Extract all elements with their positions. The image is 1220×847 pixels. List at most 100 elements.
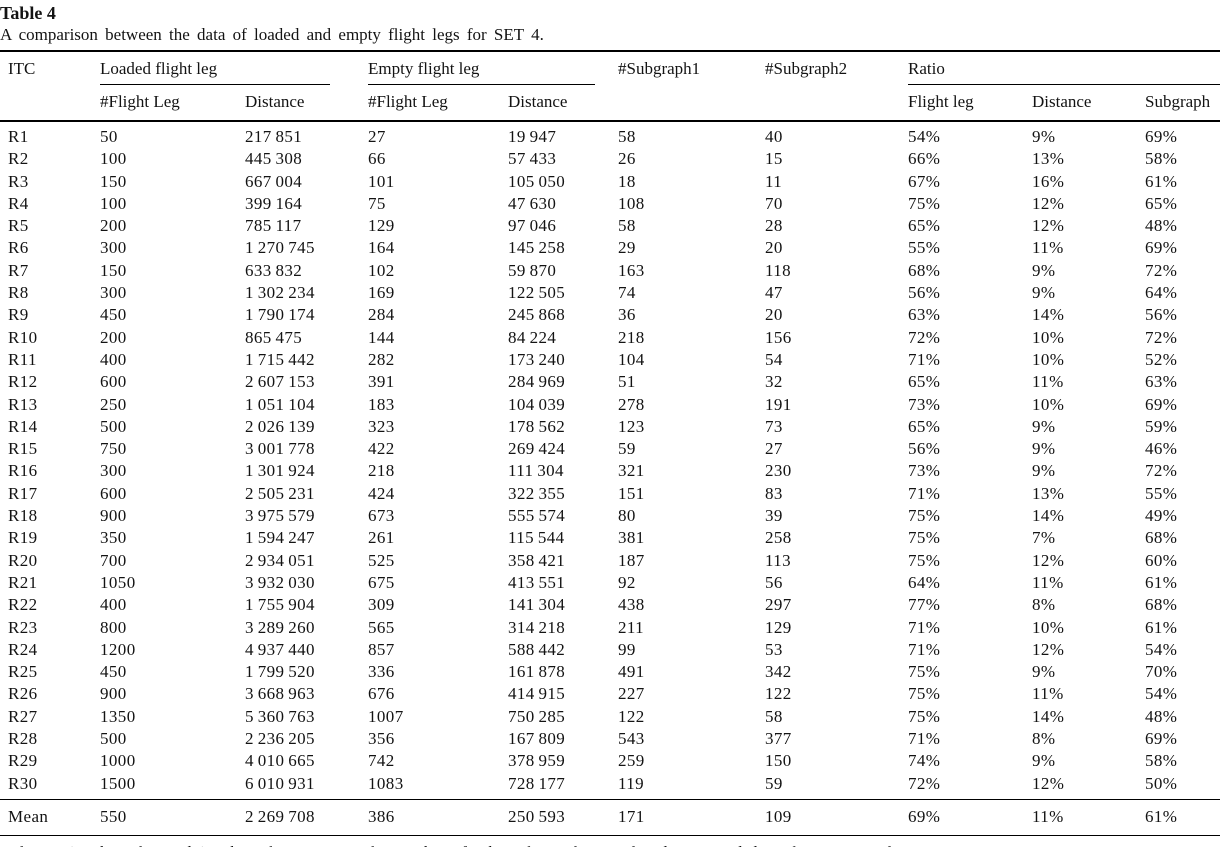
cell-subgraph2: 54 — [765, 349, 783, 369]
cell-ratio-subgraph: 54% — [1145, 684, 1178, 704]
table-row: R30 1500 6 010 931 1083 728 177 119 59 7… — [0, 773, 1220, 800]
cell-subgraph2: 150 — [765, 751, 792, 771]
cell-ratio-flight-leg: 63% — [908, 305, 941, 325]
table-row: R23 800 3 289 260 565 314 218 211 129 71… — [0, 617, 1220, 639]
col-group-ratio: Ratio — [900, 51, 1220, 85]
cell-subgraph1: 438 — [618, 595, 645, 615]
cell-loaded-distance: 2 236 205 — [245, 729, 315, 749]
cell-ratio-distance: 9% — [1032, 416, 1056, 436]
cell-empty-distance: 728 177 — [508, 773, 566, 793]
col-header-empty-distance: Distance — [508, 92, 568, 111]
table-row: R8 300 1 302 234 169 122 505 74 47 56% 9… — [0, 282, 1220, 304]
cell-loaded-distance: 865 475 — [245, 327, 303, 347]
row-label: R13 — [8, 394, 38, 414]
row-label: R2 — [8, 149, 29, 169]
cell-empty-distance: 555 574 — [508, 506, 566, 526]
cell-loaded-distance: 1 270 745 — [245, 238, 315, 258]
cell-ratio-flight-leg: 73% — [908, 461, 941, 481]
cell-subgraph1: 29 — [618, 238, 636, 258]
cell-empty-flight-leg: 144 — [368, 327, 395, 347]
cell-ratio-subgraph: 54% — [1145, 639, 1178, 659]
cell-loaded-flight-leg: 500 — [100, 416, 127, 436]
cell-subgraph2: 70 — [765, 193, 783, 213]
cell-ratio-distance: 8% — [1032, 729, 1056, 749]
cell-loaded-flight-leg: 150 — [100, 260, 127, 280]
cell-empty-distance: 104 039 — [508, 394, 566, 414]
cell-ratio-distance: 10% — [1032, 327, 1065, 347]
cell-loaded-distance: 785 117 — [245, 216, 302, 236]
row-label: R20 — [8, 550, 38, 570]
row-label: R21 — [8, 572, 38, 592]
cell-empty-flight-leg: 742 — [368, 751, 395, 771]
cell-loaded-distance: 5 360 763 — [245, 706, 315, 726]
col-group-ratio-label: Ratio — [908, 59, 1220, 85]
cell-empty-flight-leg: 102 — [368, 260, 395, 280]
cell-subgraph1: 227 — [618, 684, 645, 704]
cell-empty-distance: 378 959 — [508, 751, 566, 771]
cell-empty-flight-leg: 422 — [368, 439, 395, 459]
sub-header-row: #Flight Leg Distance #Flight Leg Distanc… — [0, 85, 1220, 121]
cell-ratio-distance: 12% — [1032, 216, 1065, 236]
cell-empty-distance: 173 240 — [508, 349, 566, 369]
cell-ratio-distance: 14% — [1032, 305, 1065, 325]
col-header-loaded-distance: Distance — [245, 92, 305, 111]
cell-ratio-flight-leg: 77% — [908, 595, 941, 615]
cell-loaded-distance: 633 832 — [245, 260, 303, 280]
table-row: R18 900 3 975 579 673 555 574 80 39 75% … — [0, 505, 1220, 527]
cell-empty-flight-leg: 676 — [368, 684, 395, 704]
cell-loaded-flight-leg: 300 — [100, 461, 127, 481]
row-label: R1 — [8, 127, 29, 146]
cell-loaded-flight-leg: 900 — [100, 506, 127, 526]
row-label: R27 — [8, 706, 38, 726]
cell-ratio-subgraph: 69% — [1145, 729, 1178, 749]
cell-empty-flight-leg: 336 — [368, 662, 395, 682]
cell-ratio-subgraph: 70% — [1145, 662, 1178, 682]
col-header-itc: ITC — [8, 59, 36, 78]
cell-loaded-distance: 3 668 963 — [245, 684, 315, 704]
cell-ratio-subgraph: 52% — [1145, 349, 1178, 369]
cell-loaded-distance: 1 051 104 — [245, 394, 315, 414]
cell-empty-distance: 314 218 — [508, 617, 566, 637]
cell-empty-flight-leg: 309 — [368, 595, 395, 615]
cell-subgraph2: 122 — [765, 684, 792, 704]
cell-empty-distance: 358 421 — [508, 550, 566, 570]
cell-ratio-subgraph: 63% — [1145, 372, 1178, 392]
cell-loaded-flight-leg: 500 — [100, 729, 127, 749]
cell-ratio-subgraph: 72% — [1145, 260, 1178, 280]
cell-loaded-distance: 2 505 231 — [245, 483, 315, 503]
cell-ratio-subgraph: 49% — [1145, 506, 1178, 526]
cell-ratio-subgraph: 68% — [1145, 595, 1178, 615]
cell-empty-distance: 105 050 — [508, 171, 566, 191]
cell-loaded-distance: 1 594 247 — [245, 528, 315, 548]
cell-subgraph2: 56 — [765, 572, 783, 592]
table-footnote: Columns ‘#Subgraph1’ and ‘#Subgraph2’ re… — [0, 836, 1220, 847]
row-label: R25 — [8, 662, 38, 682]
cell-empty-distance: 414 915 — [508, 684, 566, 704]
cell-empty-flight-leg: 356 — [368, 729, 395, 749]
cell-ratio-flight-leg: 75% — [908, 706, 941, 726]
cell-ratio-distance: 14% — [1032, 506, 1065, 526]
cell-ratio-distance: 11% — [1032, 572, 1064, 592]
cell-loaded-flight-leg: 200 — [100, 327, 127, 347]
cell-subgraph1: 381 — [618, 528, 645, 548]
cell-ratio-distance: 11% — [1032, 684, 1064, 704]
cell-ratio-subgraph: 50% — [1145, 773, 1178, 793]
cell-subgraph1: 74 — [618, 283, 636, 303]
cell-subgraph1: 104 — [618, 349, 645, 369]
cell-empty-distance: 245 868 — [508, 305, 566, 325]
cell-ratio-flight-leg: 72% — [908, 773, 941, 793]
cell-subgraph1: 187 — [618, 550, 645, 570]
cell-ratio-distance: 11% — [1032, 238, 1064, 258]
cell-loaded-distance: 6 010 931 — [245, 773, 315, 793]
cell-loaded-distance: 3 932 030 — [245, 572, 315, 592]
cell-loaded-flight-leg: 450 — [100, 662, 127, 682]
cell-subgraph2: 118 — [765, 260, 792, 280]
cell-ratio-subgraph: 55% — [1145, 483, 1178, 503]
cell-ratio-flight-leg: 75% — [908, 506, 941, 526]
table-row: R6 300 1 270 745 164 145 258 29 20 55% 1… — [0, 237, 1220, 259]
cell-subgraph1: 211 — [618, 617, 645, 637]
cell-subgraph1: 119 — [618, 773, 645, 793]
cell-ratio-subgraph: 61% — [1145, 806, 1178, 826]
cell-loaded-flight-leg: 100 — [100, 193, 127, 213]
